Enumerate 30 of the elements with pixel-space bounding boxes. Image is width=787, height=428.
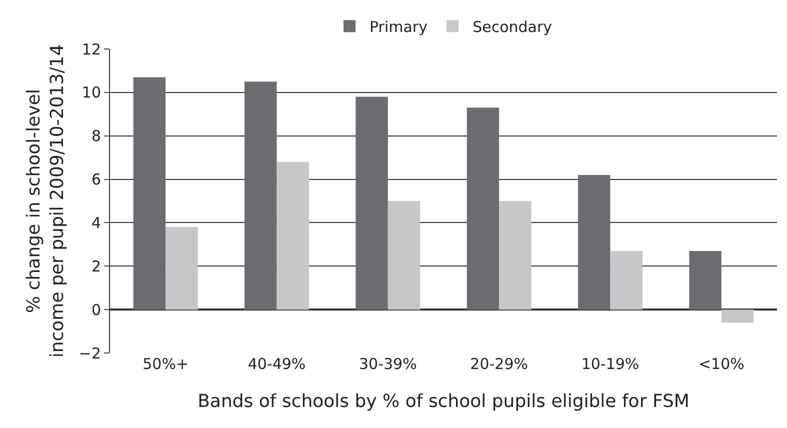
y-tick-label: 6 [91,170,101,189]
y-axis-title: % change in school-level income per pupil 2009/10-2013/14 [24,44,68,358]
x-tick-label: 30-39% [359,355,417,373]
legend-label: Primary [370,18,428,36]
legend-label: Secondary [472,18,552,36]
x-tick-label: 50%+ [142,355,189,373]
bar [166,227,198,310]
x-tick-label: 40-49% [248,355,306,373]
x-tick-label: 20-29% [470,355,528,373]
y-tick-label: 2 [91,257,101,276]
bar [466,108,500,310]
y-tick-label: 8 [91,127,101,146]
y-tick-label: −2 [78,344,101,362]
bar [388,201,420,310]
bar [578,174,610,310]
x-tick-label: 10-19% [581,355,640,373]
y-tick-label: 12 [82,40,101,58]
bar [356,96,388,310]
x-axis-title: Bands of schools by % of school pupils eligible for FSM [198,391,690,412]
y-tick-label: 10 [82,84,101,102]
bar [689,250,722,310]
bar [610,250,642,310]
bar [244,82,277,310]
bar [276,162,309,310]
bar [721,310,754,323]
y-tick-label: 4 [91,214,101,232]
x-tick-label: <10% [698,355,744,373]
bar [133,77,166,310]
y-tick-label: 0 [91,300,101,319]
bar [499,201,532,310]
